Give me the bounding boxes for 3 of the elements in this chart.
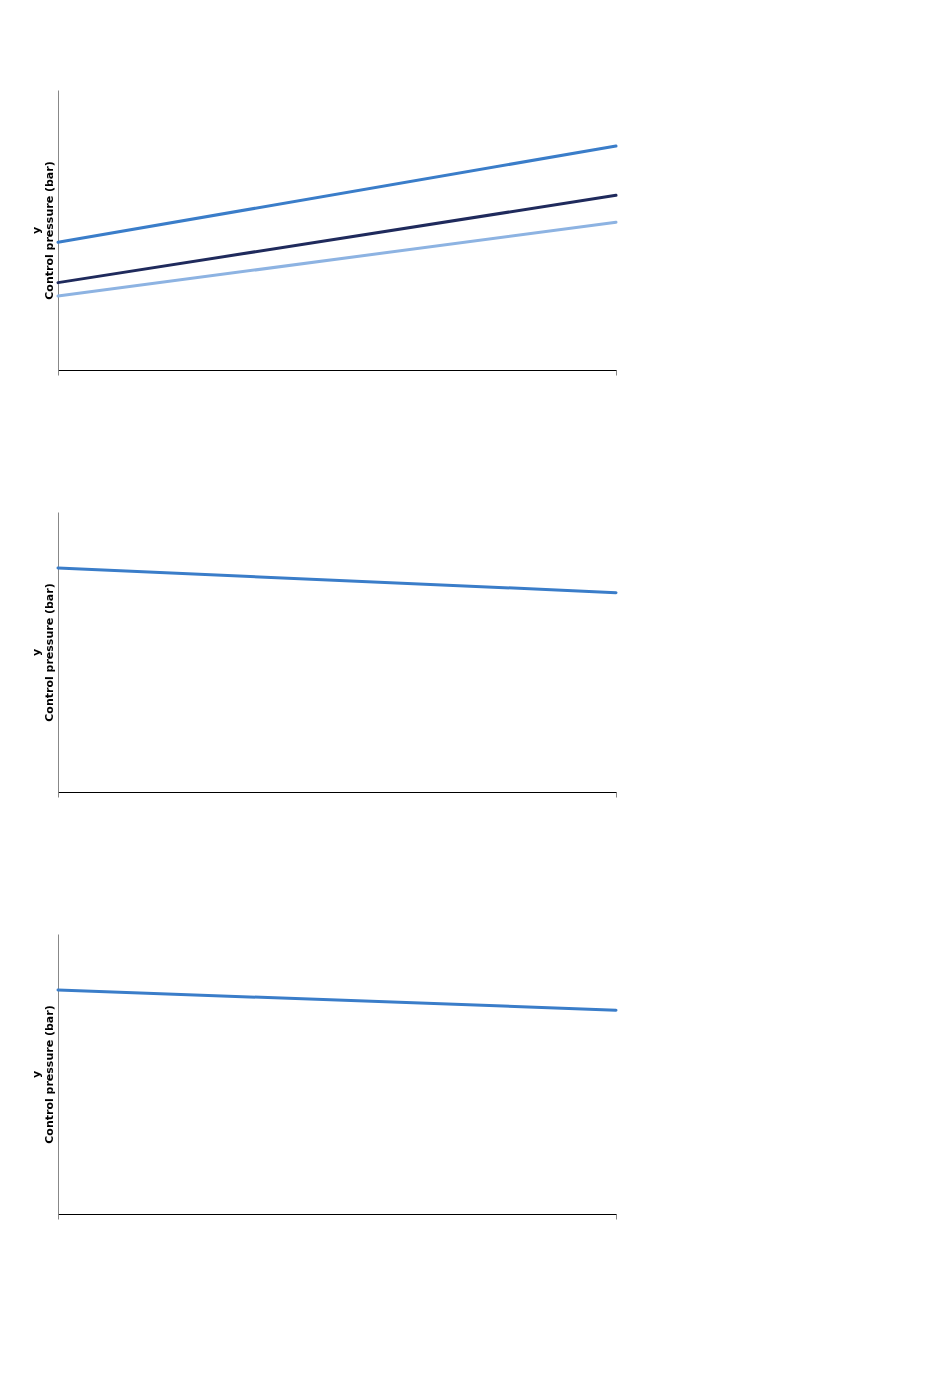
- y-axis-title: y Control pressure (bar): [29, 1005, 56, 1144]
- y-axis-title: y Control pressure (bar): [29, 161, 56, 300]
- y-axis-title: y Control pressure (bar): [29, 583, 56, 722]
